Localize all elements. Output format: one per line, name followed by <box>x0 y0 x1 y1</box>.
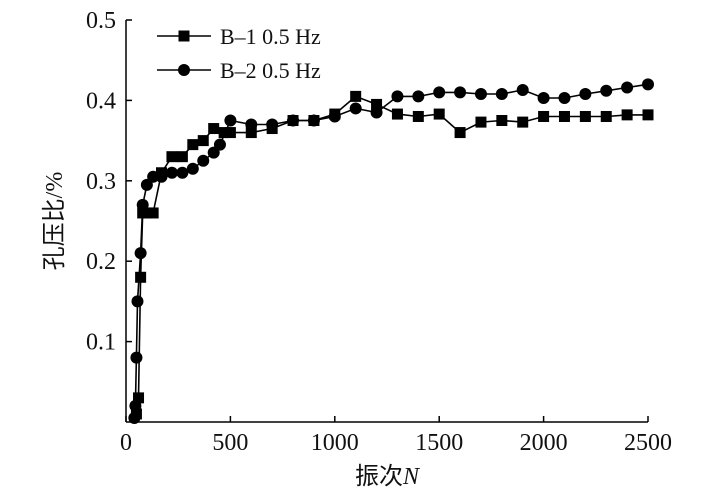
series-1-point <box>391 108 403 120</box>
series-2-point <box>433 86 446 99</box>
series-1-point <box>496 115 508 126</box>
series-2-point <box>412 90 425 103</box>
series-1-point <box>371 98 383 110</box>
series-2-point <box>224 114 237 127</box>
series-1-point <box>558 110 570 122</box>
series-2-point <box>155 170 168 183</box>
series-2-point <box>128 411 141 424</box>
series-1-point <box>517 116 529 128</box>
series-1-point <box>538 110 550 122</box>
series-2-point <box>600 84 613 97</box>
series-1-point <box>621 109 633 121</box>
series-2-point <box>307 114 320 127</box>
y-tick-label: 0.4 <box>86 88 116 114</box>
series-2-point <box>213 138 226 151</box>
series-2-point <box>134 247 147 260</box>
y-tick-label: 0.2 <box>86 249 116 275</box>
series-2-point <box>579 87 592 100</box>
series-1-point <box>412 110 424 122</box>
series-2-point <box>129 399 142 412</box>
series-2-point <box>642 78 654 91</box>
series-1-point <box>579 110 591 122</box>
series-2-point <box>165 166 178 179</box>
series-2-point <box>130 351 143 364</box>
series-1-point <box>166 151 178 163</box>
series-2-line <box>133 83 649 419</box>
legend-item-2: B–2 0.5 Hz <box>157 58 321 83</box>
x-tick-label: 1000 <box>311 430 359 456</box>
x-tick-label: 2000 <box>520 430 568 456</box>
series-2-point <box>454 86 467 99</box>
series-1-point <box>135 271 147 283</box>
series-2-point <box>186 162 199 175</box>
series-1-point <box>197 135 209 147</box>
series-2-point <box>140 178 153 191</box>
series-2-point <box>147 170 160 183</box>
series-layer <box>128 78 654 424</box>
series-2-point <box>287 114 300 127</box>
series-2-point <box>349 102 362 115</box>
series-2-point <box>370 106 383 119</box>
series-2-point <box>537 91 550 104</box>
series-2-point <box>266 118 279 131</box>
series-1-point <box>208 123 220 135</box>
legend-marker <box>178 30 190 42</box>
x-tick-label: 0 <box>120 430 132 456</box>
axes <box>125 20 648 423</box>
series-1-point <box>245 127 257 139</box>
series-1-point <box>642 109 654 121</box>
x-tick-label: 500 <box>212 430 248 456</box>
x-axis-title-text: 振次 <box>355 463 403 490</box>
series-1-point <box>218 127 230 139</box>
series-2-point <box>558 91 571 104</box>
series-1-point <box>187 139 199 151</box>
series-1-point <box>133 392 145 404</box>
series-1-point <box>224 127 236 139</box>
legend-label: B–1 0.5 Hz <box>220 24 321 49</box>
x-ticks: 0 500 1000 1500 2000 2500 <box>120 416 672 456</box>
series-1-point <box>350 90 362 102</box>
series-2-point <box>245 118 258 131</box>
x-tick-label: 1500 <box>415 430 463 456</box>
series-2-point <box>207 146 220 159</box>
y-axis-title: 孔压比/% <box>41 172 68 271</box>
series-1 <box>130 90 654 420</box>
series-2-point <box>136 198 149 211</box>
series-1-point <box>454 127 466 139</box>
series-2-point <box>131 295 144 308</box>
series-1-point <box>147 207 159 219</box>
series-1-point <box>433 108 445 120</box>
x-tick-label: 2500 <box>624 430 672 456</box>
y-tick-label: 0.5 <box>86 8 116 34</box>
x-axis-title-variable: N <box>402 464 421 490</box>
y-tick-label: 0.3 <box>86 169 116 195</box>
series-2-point <box>391 90 404 103</box>
y-tick-label: 0.1 <box>86 330 116 356</box>
series-1-point <box>600 110 612 122</box>
series-2-point <box>621 81 634 94</box>
legend-marker <box>178 64 190 76</box>
legend: B–1 0.5 Hz B–2 0.5 Hz <box>157 24 321 83</box>
series-1-point <box>141 207 153 219</box>
series-2-point <box>474 87 487 100</box>
series-1-line <box>135 95 648 415</box>
series-1-point <box>176 151 188 163</box>
series-1-point <box>475 116 487 128</box>
x-axis-title: 振次N <box>355 463 421 490</box>
series-2-point <box>516 83 529 96</box>
series-2-point <box>176 166 189 179</box>
y-ticks: 0.1 0.2 0.3 0.4 0.5 <box>86 8 132 356</box>
series-2-point <box>328 110 341 123</box>
legend-label: B–2 0.5 Hz <box>220 58 321 83</box>
legend-item-1: B–1 0.5 Hz <box>157 24 321 49</box>
series-2-point <box>197 154 210 167</box>
series-2-point <box>495 87 508 100</box>
series-2 <box>128 78 654 424</box>
